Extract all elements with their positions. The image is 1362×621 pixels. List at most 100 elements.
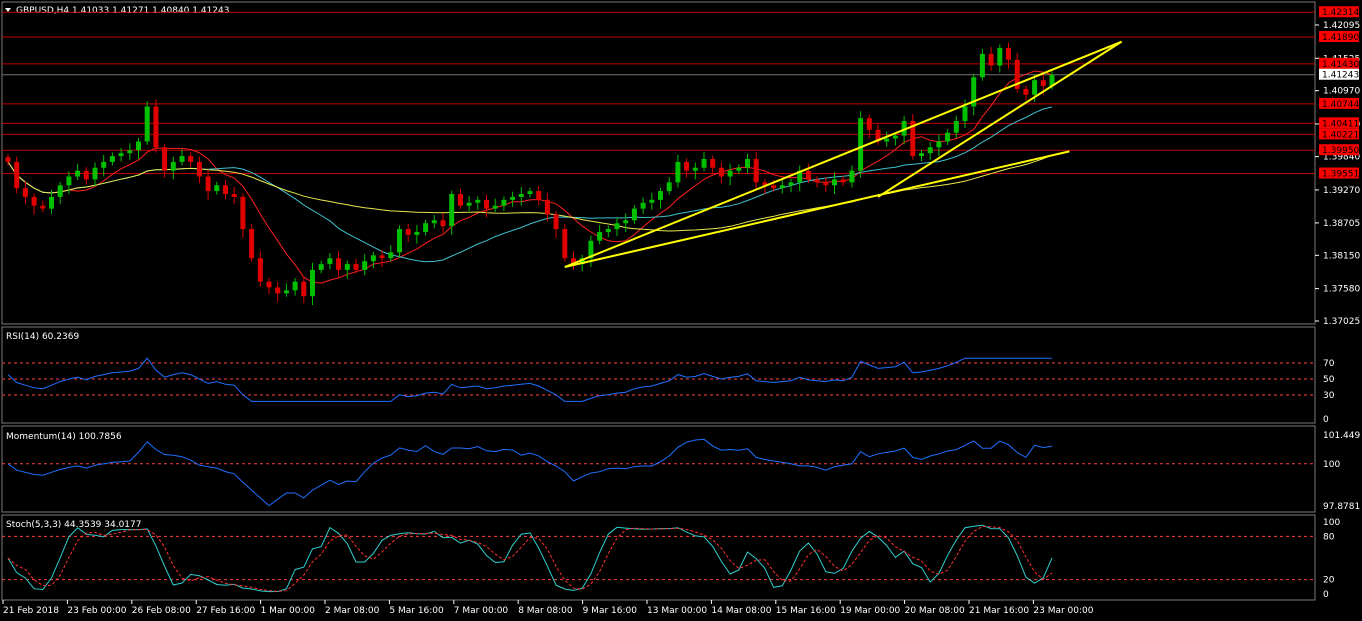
candle-body: [901, 121, 907, 136]
level-label: 1.41430: [1322, 60, 1359, 70]
candle-body: [431, 220, 437, 224]
candle-body: [449, 194, 455, 227]
candle-body: [971, 77, 977, 107]
candle-body: [5, 157, 11, 162]
candle-body: [127, 150, 133, 154]
candle-body: [701, 158, 707, 168]
stoch-tick-label: 0: [1323, 590, 1329, 600]
candle-body: [536, 191, 542, 200]
candle-body: [457, 194, 463, 206]
candle-body: [405, 229, 411, 235]
momentum-tick-label: 100: [1323, 460, 1340, 470]
candle-body: [249, 229, 255, 259]
stoch-plot: 100 80 20 0: [2, 518, 1340, 600]
time-tick-label: 8 Mar 08:00: [518, 606, 573, 616]
trendline[interactable]: [877, 40, 1123, 198]
candle-body: [362, 261, 368, 270]
level-box: [1319, 97, 1359, 109]
price-tick-label: 1.38705: [1323, 219, 1360, 229]
candle-body: [1014, 59, 1020, 89]
candle-body: [492, 205, 498, 209]
price-tick-label: 1.39270: [1323, 186, 1360, 196]
time-tick-label: 26 Feb 08:00: [132, 606, 191, 616]
candle-body: [979, 53, 985, 78]
level-label: 1.40221: [1322, 130, 1359, 140]
candle-body: [579, 258, 585, 265]
candle-body: [162, 147, 168, 171]
candle-body: [484, 199, 489, 209]
trendline[interactable]: [564, 150, 1070, 268]
candle-body: [605, 229, 611, 232]
rsi-tick-label: 70: [1323, 359, 1335, 369]
candle-body: [1032, 80, 1038, 95]
candle-body: [866, 118, 872, 130]
candle-body: [692, 167, 698, 171]
rsi-pane[interactable]: [1, 326, 1316, 424]
momentum-line: [7, 438, 1053, 507]
level-box: [1319, 6, 1359, 18]
main-pane[interactable]: [1, 1, 1316, 325]
dropdown-triangle-icon[interactable]: [5, 8, 11, 12]
candle-body: [623, 220, 629, 224]
momentum-pane[interactable]: [1, 425, 1316, 513]
trendlines[interactable]: [564, 40, 1123, 268]
level-label: 1.39950: [1322, 146, 1359, 156]
candle-body: [875, 129, 881, 142]
candle-body: [919, 153, 924, 157]
candle-body: [379, 255, 385, 259]
candle-body: [22, 188, 28, 197]
level-box: [1319, 57, 1359, 69]
candle-body: [1049, 74, 1055, 87]
candle-body: [518, 194, 524, 197]
candle-body: [301, 281, 307, 297]
time-tick-label: 2 Mar 08:00: [325, 606, 380, 616]
candle-body: [945, 132, 951, 142]
candle-body: [144, 106, 150, 142]
level-box: [1319, 128, 1359, 140]
candle-body: [75, 170, 81, 177]
stoch-pane[interactable]: [1, 514, 1316, 601]
candle-body: [466, 202, 472, 206]
stoch-main-line: [7, 524, 1053, 593]
candle-body: [214, 185, 220, 192]
time-tick-label: 14 Mar 08:00: [711, 606, 771, 616]
rsi-line: [7, 357, 1052, 402]
candle-body: [92, 167, 98, 180]
candle-body: [475, 199, 481, 203]
momentum-tick-label: 101.449: [1323, 431, 1360, 441]
candle-body: [31, 196, 37, 206]
candle-body: [840, 179, 846, 183]
candle-body: [49, 196, 54, 209]
candle-body: [597, 231, 603, 241]
price-tick-label: 1.37025: [1323, 317, 1360, 327]
candle-body: [83, 170, 89, 180]
candle-body: [40, 205, 46, 209]
candle-body: [910, 121, 916, 157]
current-price-box: [1319, 68, 1359, 80]
candle-body: [832, 179, 837, 186]
candle-body: [640, 202, 646, 209]
candle-body: [388, 252, 394, 259]
candle-body: [527, 191, 533, 195]
candle-body: [327, 258, 333, 265]
candle-body: [153, 106, 159, 148]
time-tick-label: 19 Mar 00:00: [840, 606, 900, 616]
horizontal-levels[interactable]: [2, 11, 1315, 175]
momentum-tick-label: 97.8781: [1323, 502, 1360, 512]
candle-body: [257, 258, 263, 282]
candle-body: [440, 220, 446, 227]
candle-body: [562, 229, 568, 259]
candle-body: [953, 121, 959, 133]
candles: [5, 42, 1055, 305]
price-tick-label: 1.40970: [1323, 87, 1360, 97]
candle-body: [936, 141, 942, 148]
candle-body: [275, 287, 281, 294]
ma-fast-line: [7, 70, 1053, 284]
rsi-tick-label: 50: [1323, 375, 1335, 385]
momentum-label: Momentum(14) 100.7856: [6, 432, 122, 442]
trendline[interactable]: [564, 40, 1122, 268]
level-label: 1.39551: [1322, 170, 1359, 180]
candle-body: [14, 161, 20, 189]
rsi-tick-label: 30: [1323, 391, 1335, 401]
